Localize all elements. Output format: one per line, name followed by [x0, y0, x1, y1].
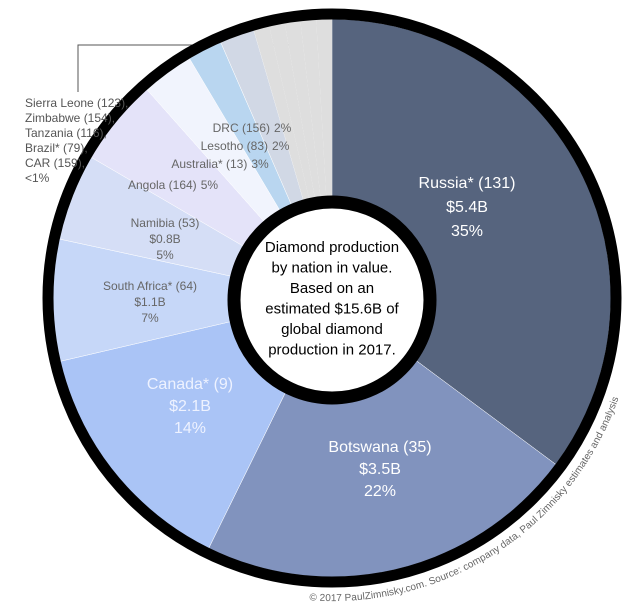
slice-name: South Africa* (64)	[103, 279, 197, 293]
slice-label: DRC (156) 2%	[213, 121, 292, 135]
amount-label: $3.5B	[359, 461, 401, 478]
labels: Russia* (131) $5.4B 35% Botswana (35) $3.5B 2…	[25, 96, 515, 500]
slice-name: CAR (159),	[25, 156, 85, 170]
slice-name: Russia* (131)	[419, 175, 516, 192]
value-label: 7%	[141, 311, 159, 325]
slice-name: Lesotho (83)	[201, 139, 268, 153]
value-label: 2%	[274, 121, 292, 135]
center-title: Diamond production	[265, 239, 399, 256]
value-label: 2%	[272, 139, 290, 153]
slice-name: Namibia (53)	[131, 216, 200, 230]
slice-name: Brazil* (79),	[25, 141, 88, 155]
center-title: global diamond	[281, 321, 383, 338]
amount-label: $0.8B	[149, 232, 180, 246]
value-label: <1%	[25, 171, 50, 185]
center-title: estimated $15.6B of	[265, 300, 399, 317]
center-hole	[227, 195, 437, 405]
amount-label: $1.1B	[134, 295, 165, 309]
slice-name: Australia* (13)	[171, 157, 247, 171]
slice-name: Sierra Leone (123),	[25, 96, 128, 110]
amount-label: $5.4B	[446, 199, 488, 216]
slice-name: Canada* (9)	[147, 376, 233, 393]
value-label: 5%	[156, 248, 174, 262]
amount-label: $2.1B	[169, 398, 211, 415]
value-label: 22%	[364, 483, 396, 500]
slice-name: Zimbabwe (154),	[25, 111, 115, 125]
center-title: production in 2017.	[268, 341, 396, 358]
value-label: 14%	[174, 420, 206, 437]
slice-name: Tanzania (116),	[25, 126, 107, 140]
slice-name: Angola (164)	[128, 178, 197, 192]
outer-ring	[42, 8, 622, 588]
center-title: Based on an	[290, 280, 374, 297]
value-label: 5%	[201, 178, 219, 192]
slice-label: Australia* (13) 3%	[171, 157, 269, 171]
value-label: 35%	[451, 223, 483, 240]
value-label: 3%	[251, 157, 269, 171]
slice-label: Lesotho (83) 2%	[201, 139, 290, 153]
slice-name: DRC (156)	[213, 121, 270, 135]
center-title: by nation in value.	[272, 259, 393, 276]
slice-name: Botswana (35)	[328, 439, 431, 456]
slice-label: Angola (164) 5%	[128, 178, 218, 192]
